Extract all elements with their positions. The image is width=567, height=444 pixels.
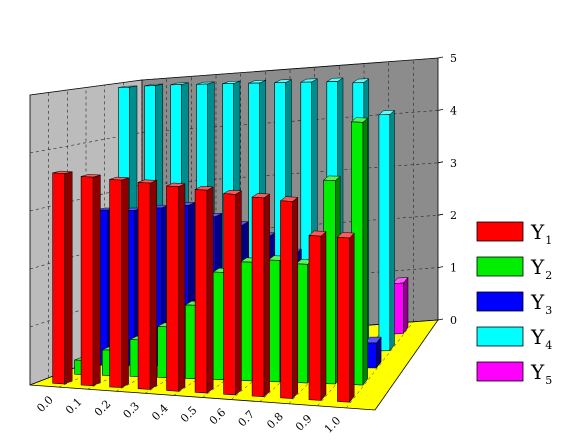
legend-item-y4: Y4 [476,325,552,352]
floor-gridline [29,341,143,386]
x-tick-label: 0.2 [92,397,114,419]
bar-y1-0.3 [137,179,158,390]
bar-y4-1.0 [378,109,396,352]
y-tick-mark [437,213,444,216]
bar-front [212,271,225,381]
y-tick-label: 1 [450,262,457,275]
bar-side [206,186,214,394]
legend-item-y1: Y1 [476,220,552,247]
legend-label: Y2 [530,255,552,282]
bar-side [292,196,299,400]
bar-y1-0.8 [279,196,299,400]
bar-side [403,276,409,335]
legend-swatch [476,326,524,347]
bar-side [121,177,129,389]
x-tick-label: 0.7 [236,408,258,430]
x-tick-label: 0.5 [178,404,200,426]
bar-front [194,189,208,394]
floor-gridline [374,319,439,411]
bar-front [223,193,236,396]
y-tick-label: 0 [450,314,457,327]
bar-y1-0.0 [52,170,73,385]
bar-side [389,109,395,352]
legend-item-y2: Y2 [476,255,552,282]
y-tick-label: 3 [450,157,457,170]
legend-label: Y5 [530,360,552,387]
bar-y1-0.1 [80,174,101,387]
bar-front [80,176,94,387]
bar-front [166,185,179,392]
bar-side [263,193,270,398]
legend-label: Y1 [530,220,552,247]
bar-front [109,179,122,388]
legend-swatch [476,361,524,382]
bar-front [137,181,151,390]
bar-side [362,117,368,386]
bar-front [308,235,322,401]
floor-gridline [346,321,414,409]
y-tick-label: 4 [450,104,457,117]
legend-label: Y4 [530,325,552,352]
x-tick-label: 0.8 [264,410,286,432]
x-tick-label: 1.0 [322,414,344,436]
bar-front [378,114,391,352]
y-tick-mark [437,266,444,268]
bar-y1-1.0 [336,232,355,403]
bar-front [267,259,281,383]
bar-side [178,183,186,392]
y-tick-label: 5 [450,52,457,65]
bar-y1-0.7 [251,193,271,398]
bar-front [280,200,293,399]
legend-label: Y3 [530,290,552,317]
y-tick-mark [437,56,444,59]
x-tick-label: 0.4 [149,402,171,424]
y-tick-mark [437,109,444,111]
x-tick-label: 0.0 [34,393,56,415]
y-axis-ticks: 0 1 2 3 4 5 [437,52,457,327]
bar-side [235,190,242,396]
legend-swatch [476,256,524,277]
legend-item-y5: Y5 [476,360,552,387]
gridline-y [29,57,439,96]
bar-y5-1.0 [392,276,409,335]
chart-bars [52,77,409,403]
legend-item-y3: Y3 [476,290,552,317]
bar-side [349,232,355,403]
y-tick-mark [437,161,444,164]
bar-front [337,236,350,403]
bar-side [92,174,101,387]
y-tick-mark [437,318,444,321]
x-tick-label: 0.6 [207,406,229,428]
bar-y1-0.2 [109,176,129,389]
bar-side [149,180,158,390]
bar-y1-0.5 [194,186,215,394]
bar-front [251,196,265,398]
bar-front [52,172,65,385]
bar-side [320,230,327,402]
bar-y1-0.6 [222,189,243,396]
bar-side [64,171,73,385]
x-tick-label: 0.3 [121,400,143,422]
legend-swatch [476,221,524,242]
legend-swatch [476,291,524,312]
x-tick-label: 0.9 [293,412,315,434]
y-tick-label: 2 [450,209,457,222]
x-tick-label: 0.1 [63,395,85,417]
bar-front [240,261,253,382]
bar-y1-0.4 [166,182,186,392]
chart-legend: Y1 Y2 Y3 Y4 Y5 [476,220,552,387]
bar-y1-0.9 [308,230,327,402]
